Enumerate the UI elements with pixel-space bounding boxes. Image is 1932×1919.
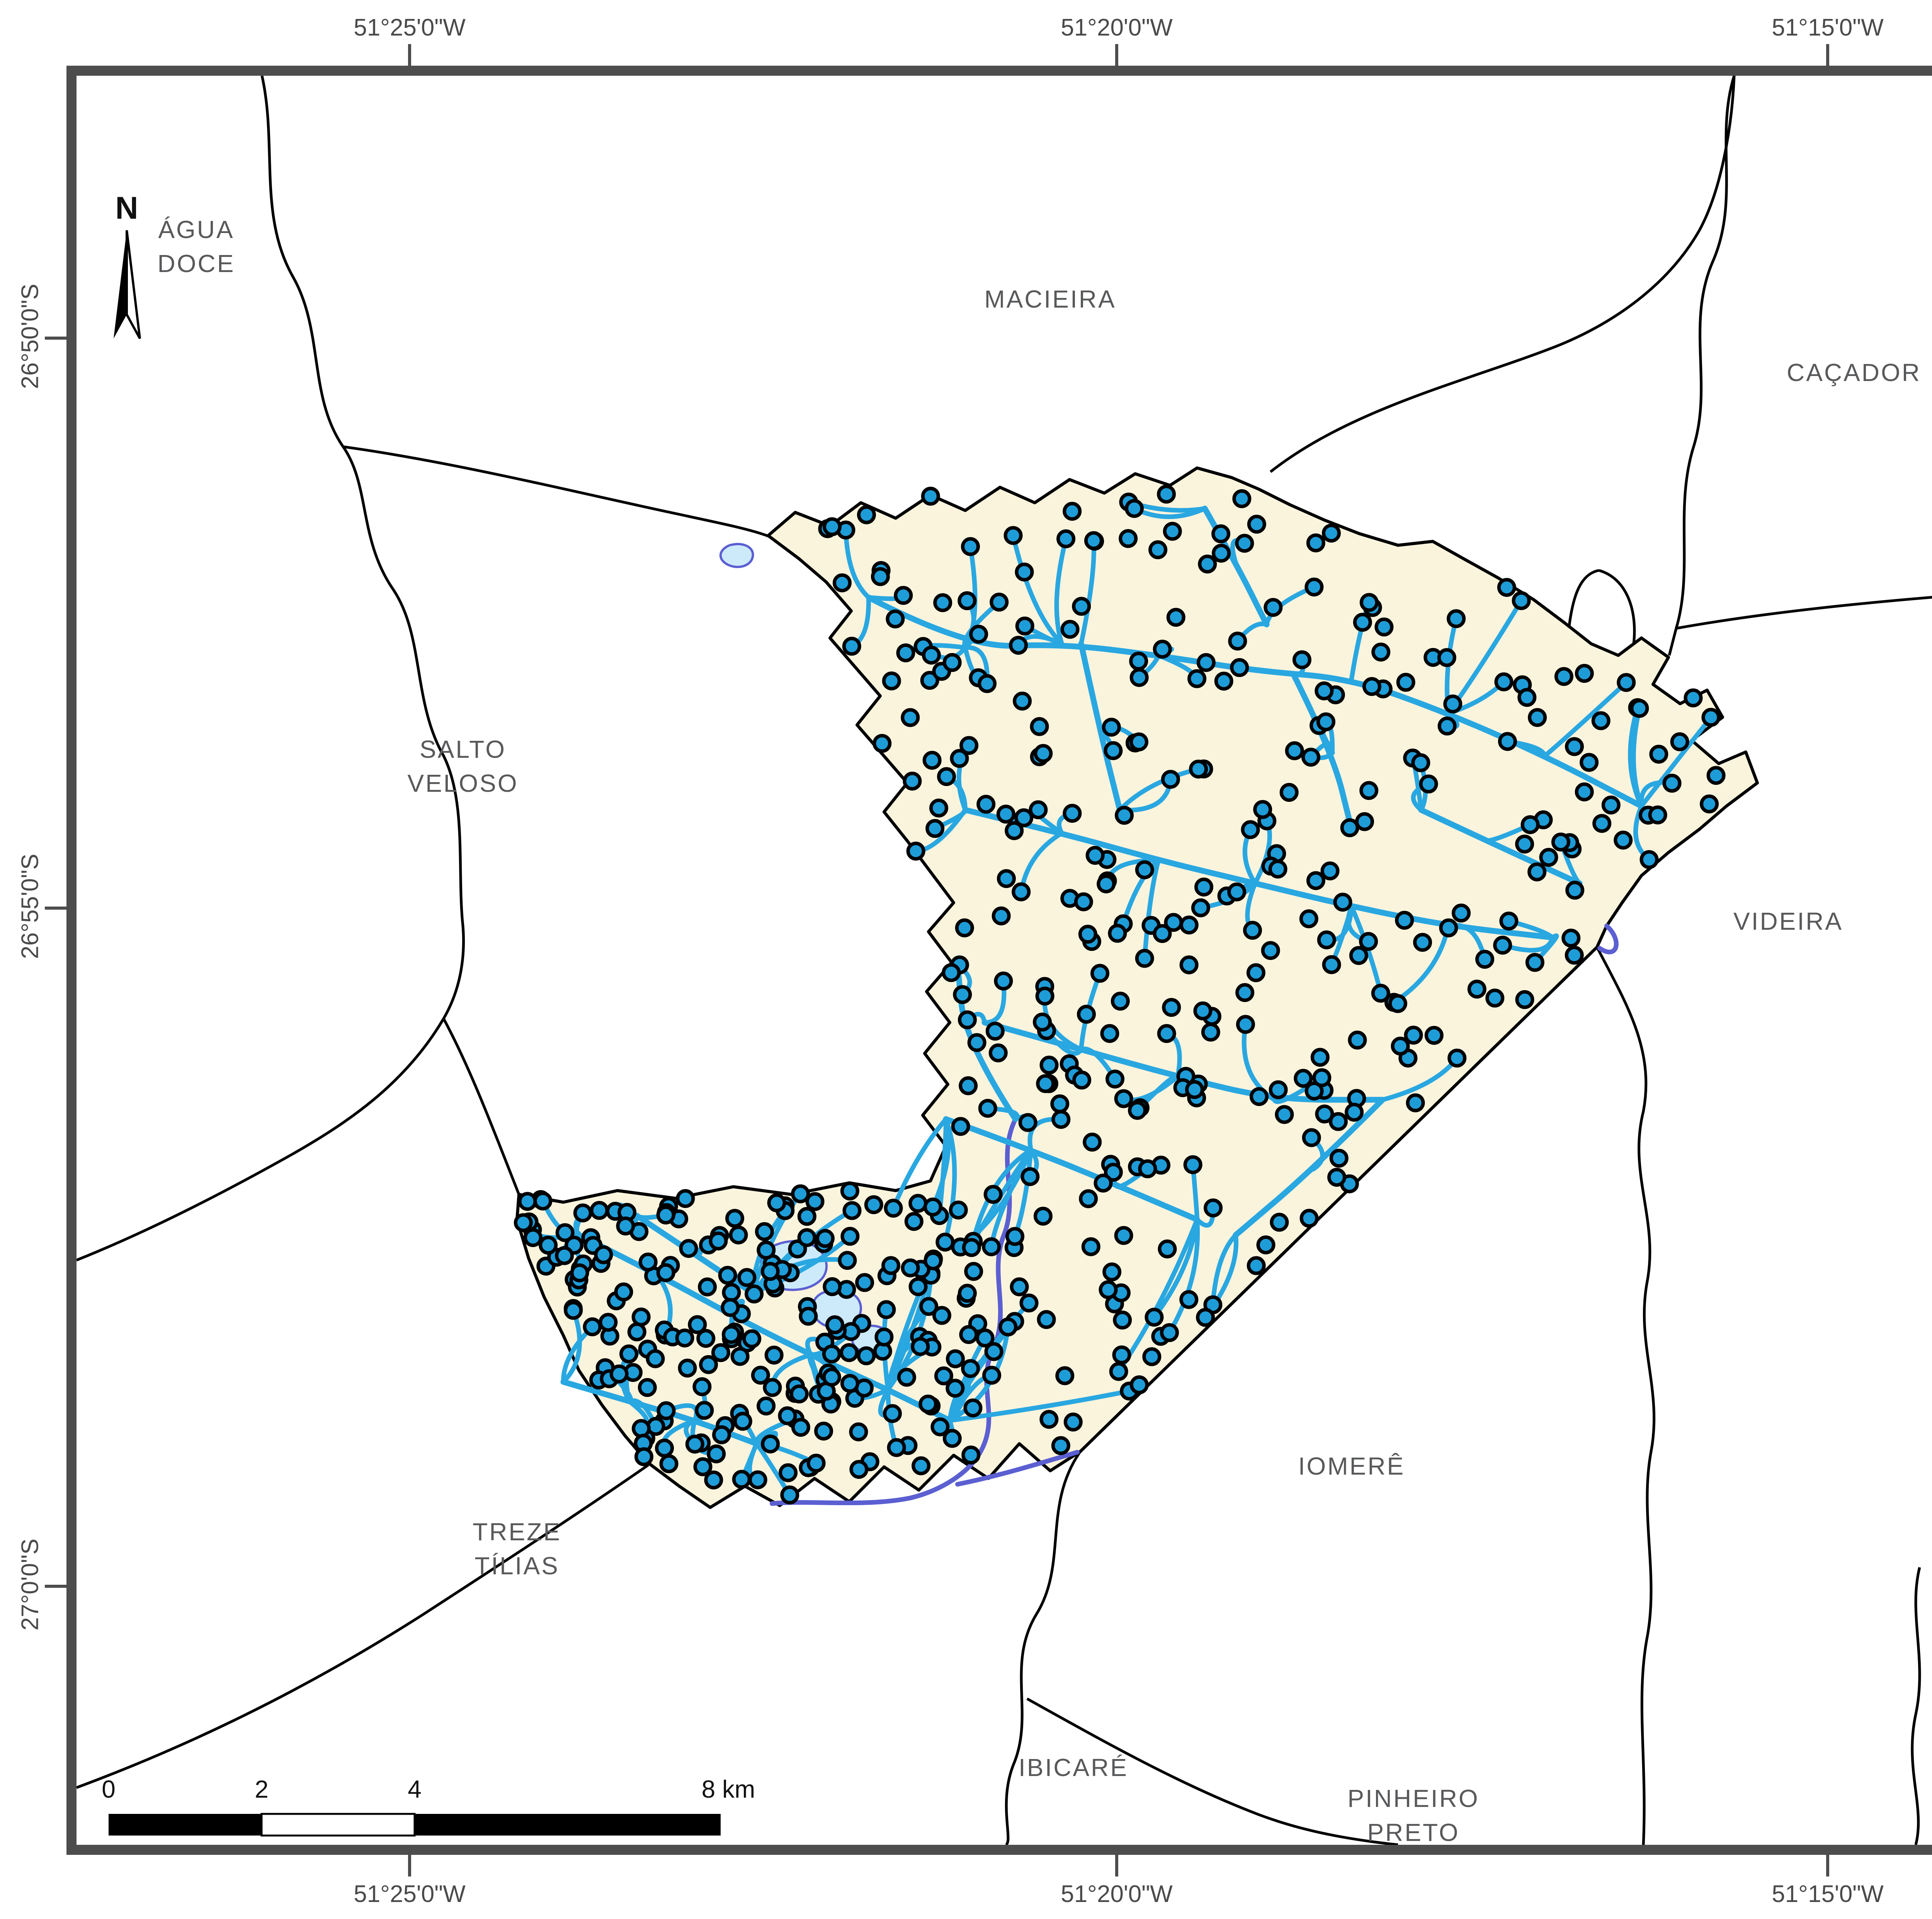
tick-bottom bbox=[1826, 1855, 1829, 1876]
longitude-label-bottom: 51°15'0"W bbox=[1772, 1881, 1884, 1907]
svg-text:SALTO: SALTO bbox=[420, 735, 506, 763]
tick-left bbox=[45, 1585, 66, 1588]
longitude-label-top: 51°20'0"W bbox=[1061, 14, 1173, 41]
svg-text:VIDEIRA: VIDEIRA bbox=[1733, 907, 1843, 935]
big-river bbox=[770, 924, 1619, 1506]
svg-text:TÍLIAS: TÍLIAS bbox=[474, 1552, 560, 1580]
tick-bottom bbox=[408, 1855, 411, 1876]
svg-text:ÁGUA: ÁGUA bbox=[158, 216, 234, 243]
tick-left bbox=[45, 907, 66, 910]
hydrography-map: ÁGUA DOCE MACIEIRA CAÇADOR SALTO VELOSO VIDEIR… bbox=[77, 76, 1932, 1845]
svg-text:PRETO: PRETO bbox=[1367, 1819, 1459, 1845]
svg-text:4: 4 bbox=[408, 1775, 422, 1803]
svg-text:VELOSO: VELOSO bbox=[407, 769, 518, 797]
municipality-polygon bbox=[515, 466, 1759, 1509]
svg-text:2: 2 bbox=[255, 1775, 269, 1803]
longitude-label-bottom: 51°20'0"W bbox=[1061, 1881, 1173, 1907]
neighbor-boundaries bbox=[77, 76, 1932, 1845]
longitude-label-top: 51°25'0"W bbox=[354, 14, 466, 41]
svg-text:0: 0 bbox=[102, 1775, 116, 1803]
svg-text:8 km: 8 km bbox=[702, 1775, 755, 1803]
svg-text:PINHEIRO: PINHEIRO bbox=[1347, 1785, 1479, 1812]
svg-text:TREZE: TREZE bbox=[473, 1518, 561, 1546]
north-arrow-icon: N bbox=[114, 191, 141, 339]
scale-bar: 0 2 4 8 km bbox=[102, 1775, 755, 1837]
longitude-label-top: 51°15'0"W bbox=[1772, 14, 1884, 41]
north-letter: N bbox=[115, 191, 138, 226]
tick-top bbox=[1115, 44, 1118, 66]
svg-text:IBICARÉ: IBICARÉ bbox=[1019, 1754, 1128, 1781]
latitude-label-left: 27°0'0"S bbox=[17, 1538, 44, 1631]
nascentes-dots bbox=[514, 485, 1726, 1505]
map-labels: ÁGUA DOCE MACIEIRA CAÇADOR SALTO VELOSO VIDEIR… bbox=[158, 216, 1921, 1845]
tick-bottom bbox=[1115, 1855, 1118, 1876]
map-frame: ÁGUA DOCE MACIEIRA CAÇADOR SALTO VELOSO VIDEIR… bbox=[66, 66, 1932, 1855]
latitude-label-left: 26°55'0"S bbox=[17, 854, 44, 959]
svg-text:CAÇADOR: CAÇADOR bbox=[1787, 359, 1921, 386]
tick-top bbox=[408, 44, 411, 66]
svg-text:MACIEIRA: MACIEIRA bbox=[984, 285, 1116, 313]
latitude-label-left: 26°50'0"S bbox=[17, 284, 44, 389]
longitude-label-bottom: 51°25'0"W bbox=[354, 1881, 466, 1907]
svg-text:IOMERÊ: IOMERÊ bbox=[1298, 1452, 1405, 1480]
tick-top bbox=[1826, 44, 1829, 66]
svg-text:DOCE: DOCE bbox=[158, 250, 235, 277]
tick-left bbox=[45, 337, 66, 340]
